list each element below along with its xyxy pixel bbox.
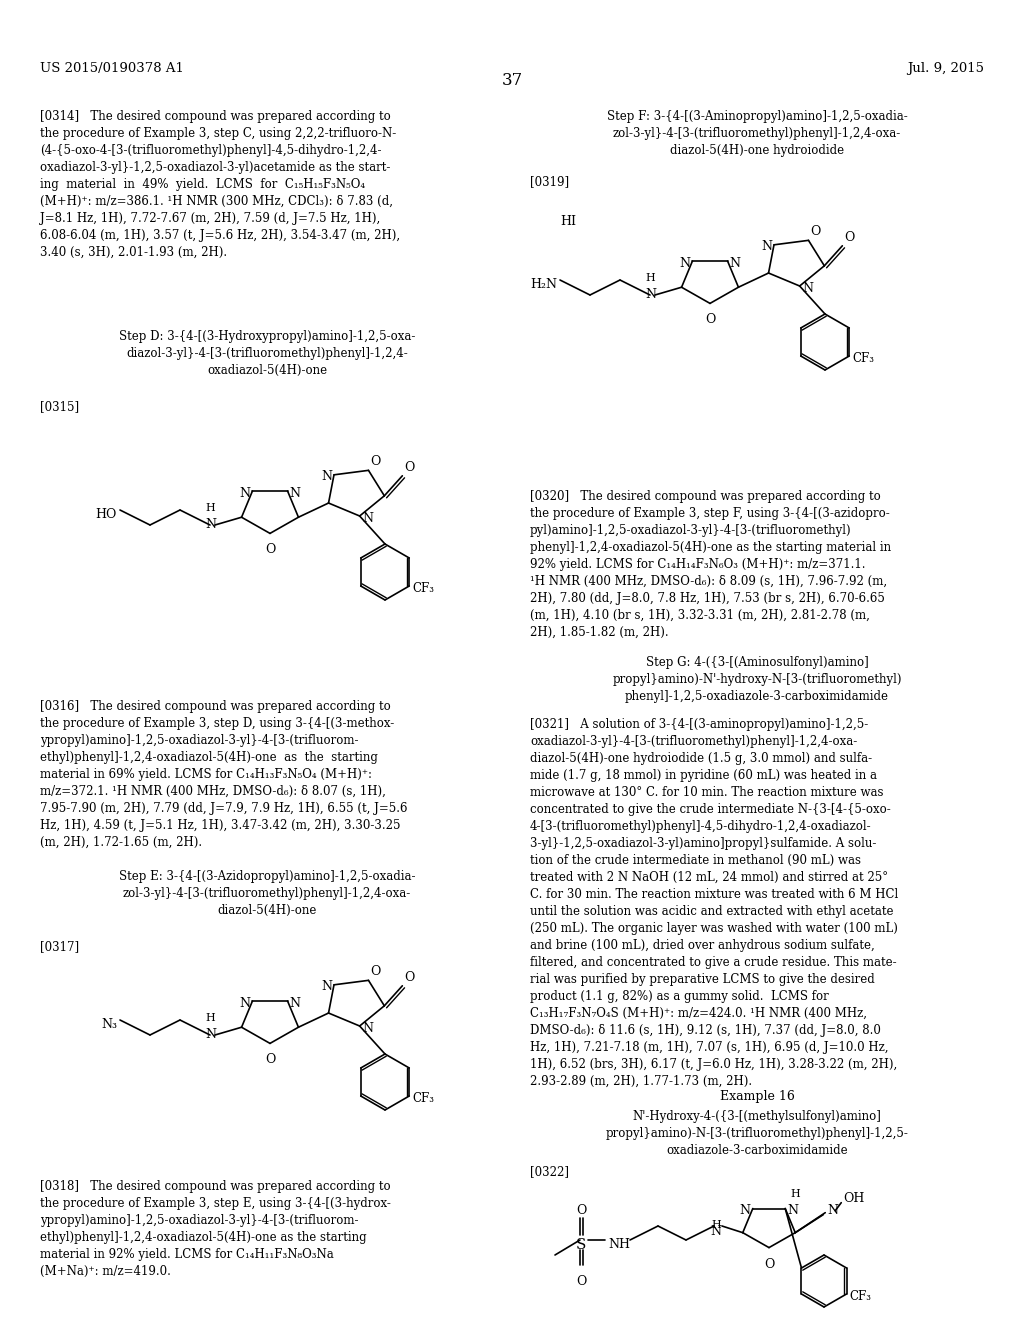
Text: Step F: 3-{4-[(3-Aminopropyl)amino]-1,2,5-oxadia-
zol-3-yl}-4-[3-(trifluoromethy: Step F: 3-{4-[(3-Aminopropyl)amino]-1,2,… [606,110,907,157]
Text: CF₃: CF₃ [413,582,434,594]
Text: 37: 37 [502,73,522,88]
Text: N: N [645,288,656,301]
Text: O: O [265,1053,275,1067]
Text: N: N [206,1027,216,1040]
Text: HI: HI [560,215,575,228]
Text: N: N [827,1204,839,1217]
Text: N: N [761,240,772,253]
Text: O: O [404,461,415,474]
Text: N: N [680,256,690,269]
Text: O: O [404,970,415,983]
Text: H: H [711,1220,721,1230]
Text: O: O [705,313,715,326]
Text: S: S [575,1238,586,1251]
Text: N: N [787,1204,799,1217]
Text: N: N [240,487,251,499]
Text: O: O [845,231,855,244]
Text: N: N [362,512,374,524]
Text: [0321]   A solution of 3-{4-[(3-aminopropyl)amino]-1,2,5-
oxadiazol-3-yl}-4-[3-(: [0321] A solution of 3-{4-[(3-aminopropy… [530,718,898,1088]
Text: Step E: 3-{4-[(3-Azidopropyl)amino]-1,2,5-oxadia-
zol-3-yl}-4-[3-(trifluoromethy: Step E: 3-{4-[(3-Azidopropyl)amino]-1,2,… [119,870,416,917]
Text: H: H [205,503,215,513]
Text: H: H [205,1012,215,1023]
Text: O: O [371,455,381,469]
Text: O: O [764,1258,774,1271]
Text: NH: NH [608,1238,630,1251]
Text: O: O [810,226,821,239]
Text: N: N [729,256,740,269]
Text: Step D: 3-{4-[(3-Hydroxypropyl)amino]-1,2,5-oxa-
diazol-3-yl}-4-[3-(trifluoromet: Step D: 3-{4-[(3-Hydroxypropyl)amino]-1,… [119,330,415,378]
Text: N: N [290,997,301,1010]
Text: Example 16: Example 16 [720,1090,795,1104]
Text: N: N [321,981,332,994]
Text: [0318]   The desired compound was prepared according to
the procedure of Example: [0318] The desired compound was prepared… [40,1180,391,1278]
Text: [0316]   The desired compound was prepared according to
the procedure of Example: [0316] The desired compound was prepared… [40,700,408,849]
Text: N: N [362,1022,374,1035]
Text: OH: OH [843,1192,864,1205]
Text: HO: HO [95,507,117,520]
Text: CF₃: CF₃ [850,1290,871,1303]
Text: CF₃: CF₃ [852,351,874,364]
Text: [0322]: [0322] [530,1166,569,1177]
Text: US 2015/0190378 A1: US 2015/0190378 A1 [40,62,184,75]
Text: N: N [803,281,814,294]
Text: [0315]: [0315] [40,400,79,413]
Text: N: N [240,997,251,1010]
Text: O: O [265,544,275,557]
Text: N'-Hydroxy-4-({3-[(methylsulfonyl)amino]
propyl}amino)-N-[3-(trifluoromethyl)phe: N'-Hydroxy-4-({3-[(methylsulfonyl)amino]… [605,1110,908,1158]
Text: N: N [290,487,301,499]
Text: N: N [711,1225,722,1238]
Text: H: H [645,273,655,282]
Text: O: O [575,1275,586,1288]
Text: N₃: N₃ [101,1018,117,1031]
Text: N: N [321,470,332,483]
Text: Step G: 4-({3-[(Aminosulfonyl)amino]
propyl}amino)-N'-hydroxy-N-[3-(trifluoromet: Step G: 4-({3-[(Aminosulfonyl)amino] pro… [612,656,902,704]
Text: H₂N: H₂N [530,277,557,290]
Text: O: O [371,965,381,978]
Text: [0319]: [0319] [530,176,569,187]
Text: N: N [739,1204,751,1217]
Text: O: O [575,1204,586,1217]
Text: H: H [791,1188,800,1199]
Text: [0320]   The desired compound was prepared according to
the procedure of Example: [0320] The desired compound was prepared… [530,490,891,639]
Text: CF₃: CF₃ [413,1092,434,1105]
Text: [0317]: [0317] [40,940,79,953]
Text: [0314]   The desired compound was prepared according to
the procedure of Example: [0314] The desired compound was prepared… [40,110,400,259]
Text: Jul. 9, 2015: Jul. 9, 2015 [907,62,984,75]
Text: N: N [206,517,216,531]
